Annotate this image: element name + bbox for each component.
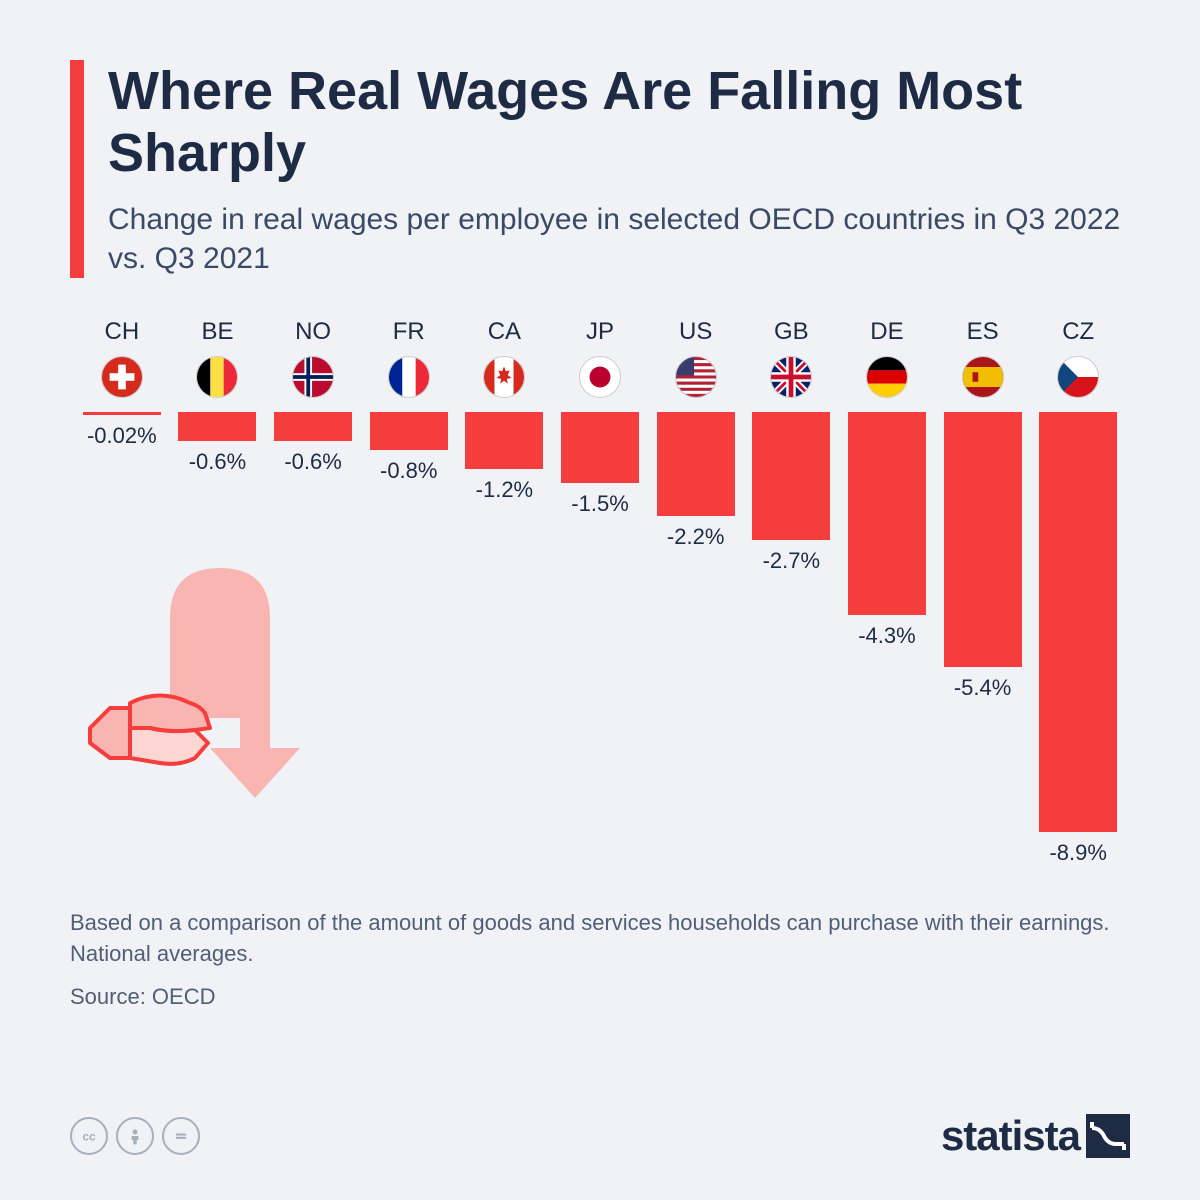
bar-column: FR -0.8% [361,318,457,878]
logo-text: statista [941,1112,1080,1160]
country-code: CZ [1062,318,1094,346]
flag-icon-cz [1057,356,1099,398]
country-code: BE [201,318,233,346]
bar-zone: -1.5% [558,412,642,517]
country-code: ES [967,318,999,346]
bar-column: JP -1.5% [552,318,648,878]
bar-column: GB -2.7% [743,318,839,878]
bar [848,412,926,615]
cc-license-icons: cc [70,1117,200,1155]
value-label: -2.2% [667,524,724,550]
value-label: -2.7% [763,548,820,574]
chart-area: CH -0.02% BE -0.6% NO -0.6% FR -0.8% CA -1.2% JP -1… [70,318,1130,878]
value-label: -0.6% [189,449,246,475]
bar-column: CH -0.02% [74,318,170,878]
accent-bar [70,60,84,278]
bar-column: DE -4.3% [839,318,935,878]
value-label: -5.4% [954,675,1011,701]
country-code: FR [393,318,425,346]
flag-icon-no [292,356,334,398]
country-code: NO [295,318,331,346]
statista-logo: statista [941,1112,1130,1160]
bar-zone: -2.2% [654,412,738,550]
source-text: Source: OECD [70,984,1130,1010]
value-label: -0.6% [284,449,341,475]
bar-column: US -2.2% [648,318,744,878]
value-label: -8.9% [1049,840,1106,866]
header-block: Where Real Wages Are Falling Most Sharpl… [70,60,1130,278]
bar-zone: -0.6% [271,412,355,474]
cc-icon: cc [70,1117,108,1155]
value-label: -1.5% [571,491,628,517]
value-label: -1.2% [476,477,533,503]
flag-icon-us [675,356,717,398]
bar [657,412,735,516]
by-icon [116,1117,154,1155]
bar-zone: -0.8% [367,412,451,484]
bar-zone: -1.2% [463,412,547,503]
bar-column: NO -0.6% [265,318,361,878]
flag-icon-es [962,356,1004,398]
svg-text:cc: cc [82,1130,96,1144]
country-code: US [679,318,712,346]
bar [944,412,1022,667]
flag-icon-ca [483,356,525,398]
country-code: JP [586,318,614,346]
value-label: -4.3% [858,623,915,649]
flag-icon-ch [101,356,143,398]
bar-zone: -0.02% [80,412,164,449]
bar-zone: -8.9% [1036,412,1120,866]
bar [274,412,352,440]
bar-zone: -0.6% [176,412,260,474]
bar-zone: -5.4% [941,412,1025,701]
country-code: CA [488,318,521,346]
bar [83,412,161,415]
bar-column: BE -0.6% [170,318,266,878]
bar [370,412,448,450]
flag-icon-fr [388,356,430,398]
flag-icon-de [866,356,908,398]
bar [752,412,830,539]
bar-column: CA -1.2% [457,318,553,878]
flag-icon-gb [770,356,812,398]
chart-title: Where Real Wages Are Falling Most Sharpl… [108,60,1130,184]
chart-subtitle: Change in real wages per employee in sel… [108,200,1130,278]
flag-icon-jp [579,356,621,398]
country-code: DE [870,318,903,346]
title-block: Where Real Wages Are Falling Most Sharpl… [108,60,1130,278]
bar [465,412,543,469]
bars-row: CH -0.02% BE -0.6% NO -0.6% FR -0.8% CA -1.2% JP -1… [70,318,1130,878]
bar-zone: -4.3% [845,412,929,649]
value-label: -0.8% [380,458,437,484]
footnote-text: Based on a comparison of the amount of g… [70,908,1130,970]
flag-icon-be [196,356,238,398]
logo-mark-icon [1086,1114,1130,1158]
bar [1039,412,1117,832]
footer: cc statista [70,1112,1130,1160]
bar-column: ES -5.4% [935,318,1031,878]
bar-zone: -2.7% [749,412,833,573]
country-code: GB [774,318,809,346]
bar [561,412,639,483]
nd-icon [162,1117,200,1155]
country-code: CH [104,318,139,346]
value-label: -0.02% [87,423,157,449]
bar-column: CZ -8.9% [1030,318,1126,878]
bar [178,412,256,440]
